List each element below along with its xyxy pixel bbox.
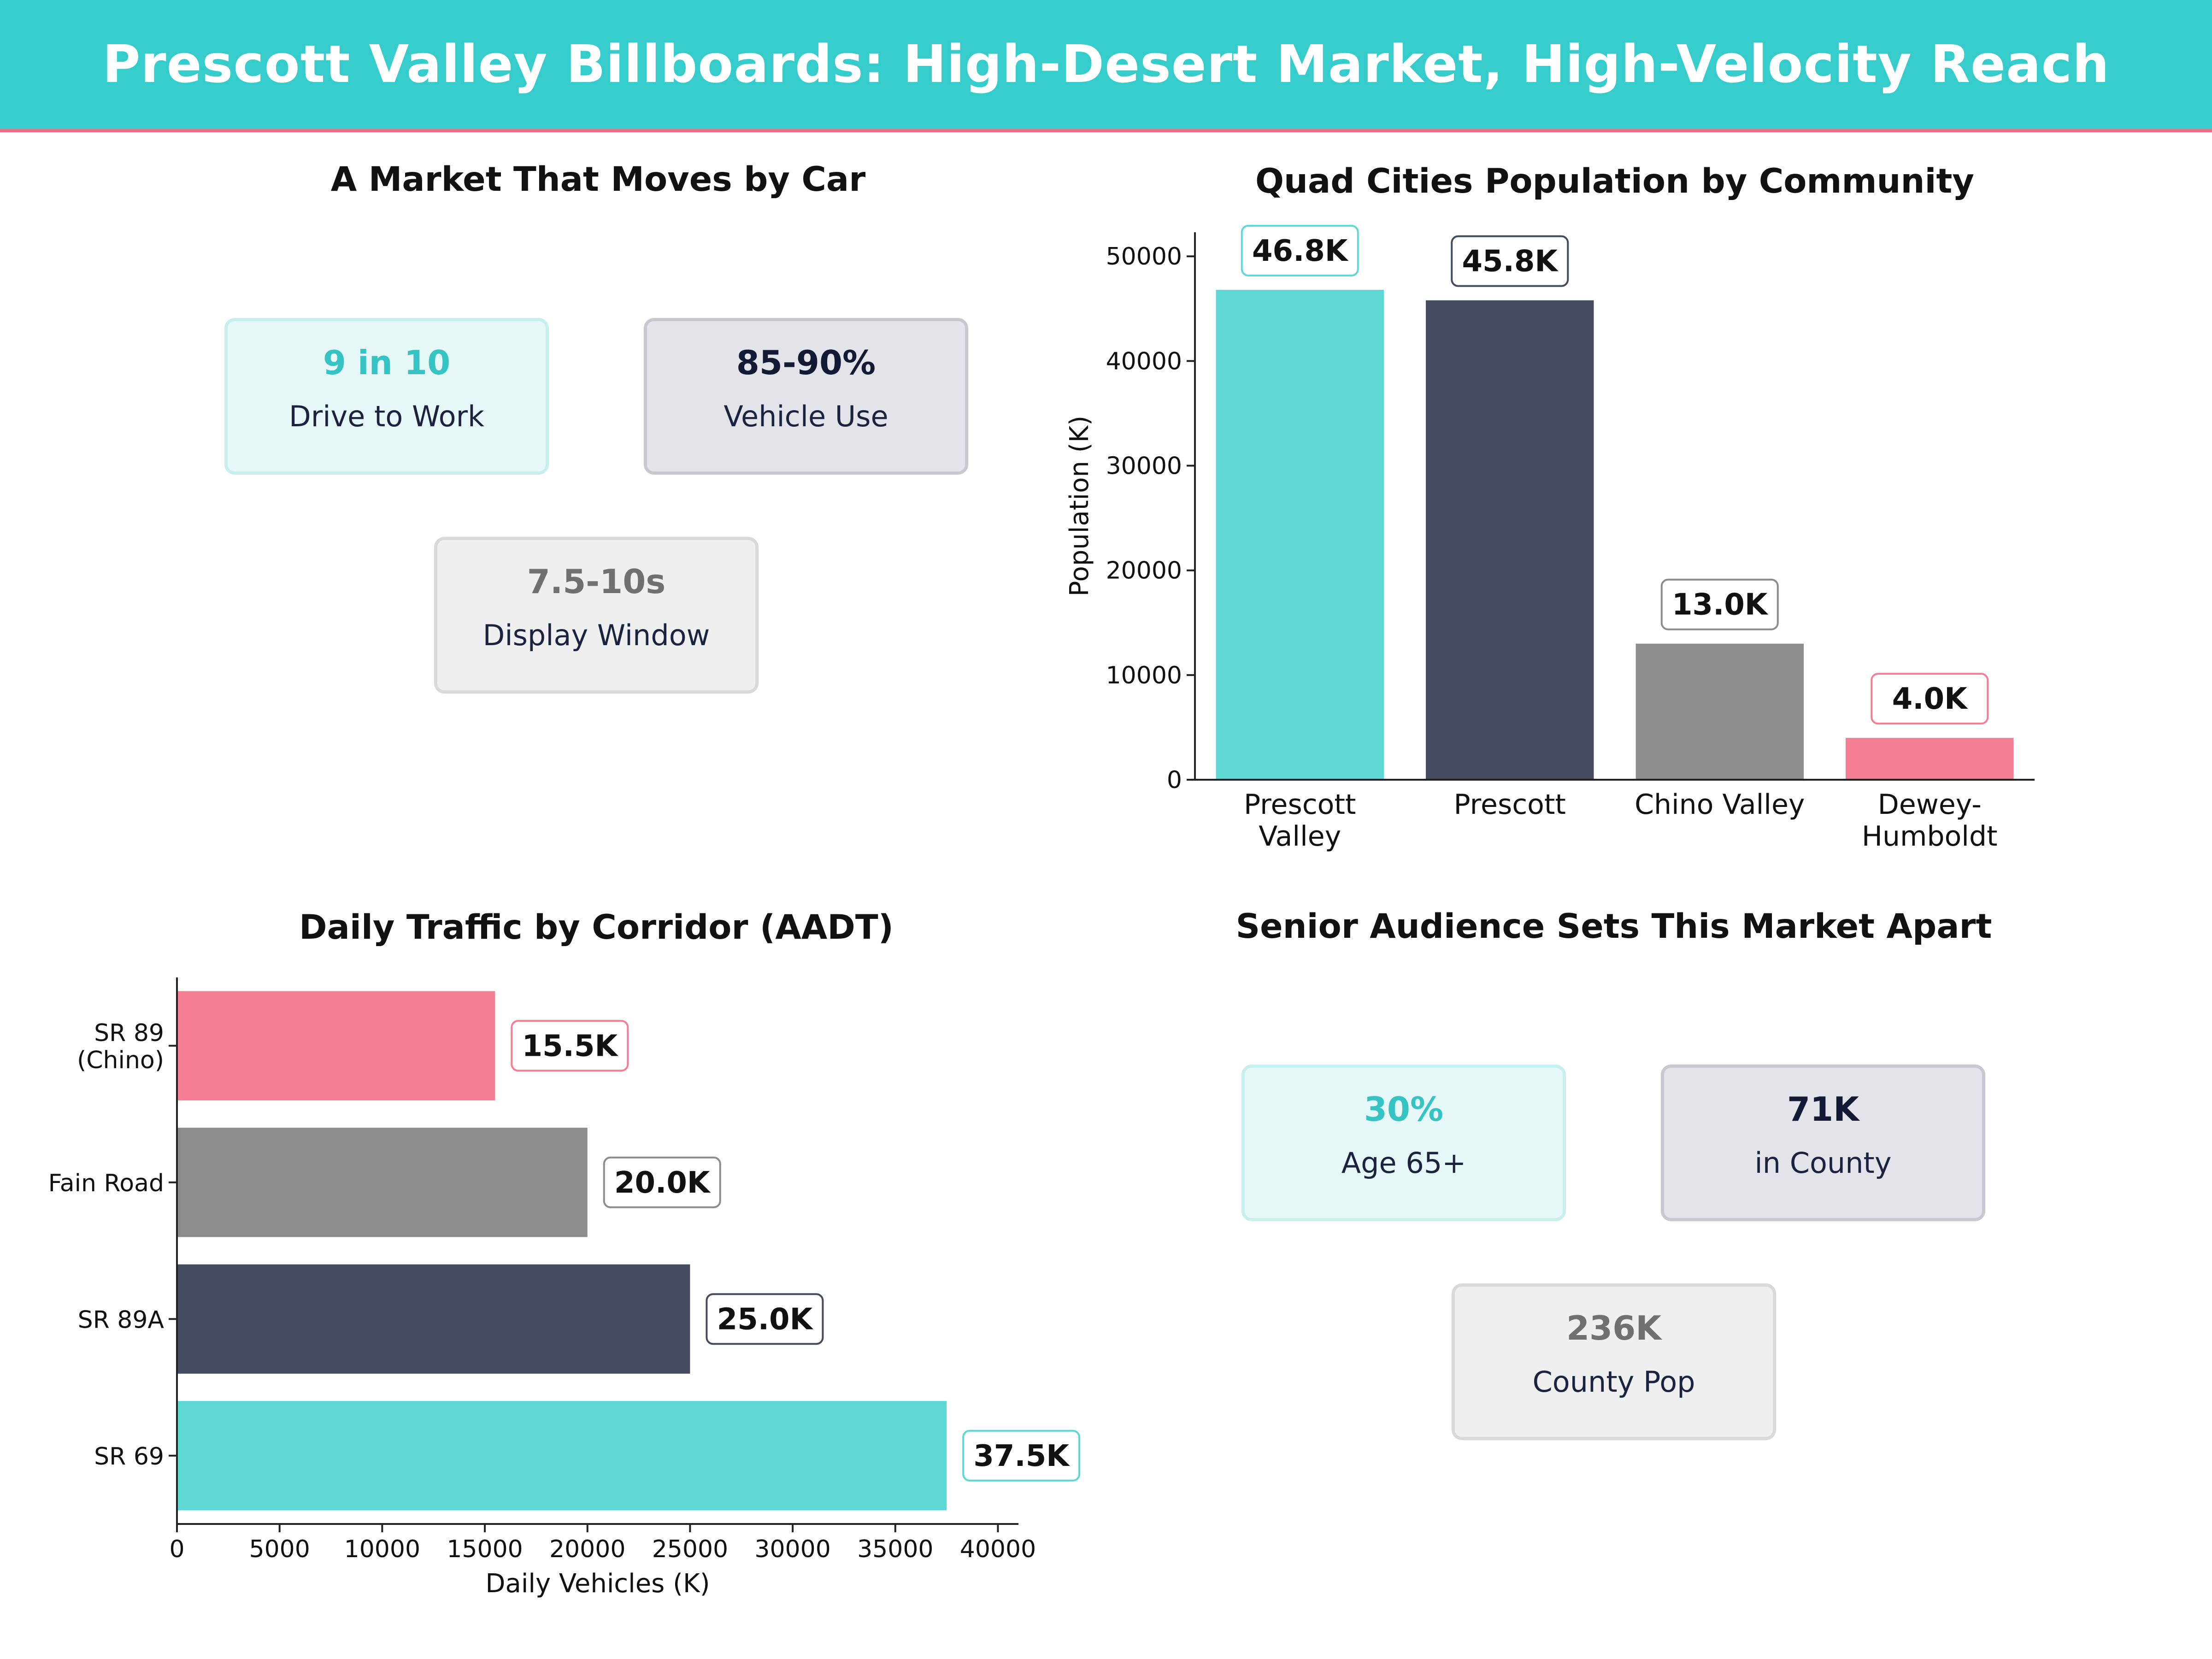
population-x-tick-label: Dewey- — [1878, 788, 1982, 821]
traffic-y-tick-label: Fain Road — [48, 1170, 164, 1197]
traffic-x-tick-label: 0 — [169, 1535, 184, 1563]
kpi-value: 7.5-10s — [527, 562, 666, 601]
population-y-axis-label: Population (K) — [1065, 416, 1094, 596]
kpi-card-in-county: 71K in County — [1661, 1065, 1985, 1221]
traffic-data-label-box — [603, 1156, 721, 1208]
population-data-label: 46.8K — [1252, 234, 1349, 268]
traffic-bar — [177, 991, 495, 1100]
traffic-y-tick-label: (Chino) — [77, 1047, 164, 1074]
traffic-data-label: 25.0K — [717, 1302, 814, 1336]
population-y-tick-label: 10000 — [1106, 662, 1182, 689]
kpi-value: 30% — [1364, 1090, 1444, 1129]
traffic-data-label-box — [706, 1293, 824, 1345]
population-chart-title: Quad Cities Population by Community — [1255, 162, 1974, 201]
kpi-label: Vehicle Use — [724, 400, 888, 433]
population-bar — [1216, 289, 1384, 780]
header-banner: Prescott Valley Billboards: High-Desert … — [0, 0, 2212, 132]
traffic-data-label: 15.5K — [522, 1029, 619, 1063]
kpi-card-drive-to-work: 9 in 10 Drive to Work — [224, 318, 549, 475]
population-data-label-box — [1871, 673, 1989, 725]
market-panel-title: A Market That Moves by Car — [330, 160, 866, 199]
traffic-x-tick-label: 10000 — [344, 1535, 420, 1563]
traffic-bar — [177, 1128, 588, 1237]
traffic-x-tick-label: 30000 — [754, 1535, 830, 1563]
traffic-x-tick-label: 35000 — [857, 1535, 933, 1563]
traffic-y-tick-label: SR 89A — [78, 1306, 165, 1334]
kpi-label: Display Window — [482, 618, 710, 652]
population-x-tick-label: Prescott — [1454, 788, 1566, 821]
traffic-x-tick-label: 15000 — [447, 1535, 523, 1563]
traffic-chart-title: Daily Traffic by Corridor (AADT) — [299, 908, 894, 947]
population-data-label-box — [1241, 224, 1359, 276]
kpi-value: 71K — [1787, 1090, 1859, 1129]
population-y-tick-label: 50000 — [1106, 243, 1182, 271]
senior-panel-title: Senior Audience Sets This Market Apart — [1235, 907, 1992, 946]
population-y-tick-label: 20000 — [1106, 557, 1182, 585]
kpi-card-age-65: 30% Age 65+ — [1241, 1065, 1566, 1221]
population-x-tick-label: Humboldt — [1862, 820, 1998, 853]
population-y-tick-label: 30000 — [1106, 453, 1182, 480]
population-data-label: 4.0K — [1892, 682, 1968, 716]
kpi-label: Drive to Work — [289, 400, 484, 433]
kpi-card-display-window: 7.5-10s Display Window — [434, 537, 759, 694]
traffic-data-label-box — [511, 1020, 629, 1072]
population-bar — [1846, 738, 2014, 780]
traffic-data-label-box — [962, 1430, 1081, 1482]
population-y-tick-label: 0 — [1167, 766, 1182, 794]
population-data-label: 45.8K — [1462, 245, 1559, 279]
population-bar — [1635, 643, 1804, 780]
population-y-tick-label: 40000 — [1106, 347, 1182, 375]
page-title: Prescott Valley Billboards: High-Desert … — [102, 35, 2110, 94]
traffic-y-tick-label: SR 89 — [94, 1019, 164, 1047]
traffic-x-tick-label: 25000 — [652, 1535, 728, 1563]
traffic-data-label: 37.5K — [973, 1439, 1070, 1473]
traffic-x-axis-label: Daily Vehicles (K) — [485, 1569, 710, 1599]
population-data-label-box — [1660, 578, 1779, 630]
kpi-label: Age 65+ — [1341, 1146, 1466, 1180]
kpi-value: 236K — [1566, 1309, 1662, 1347]
kpi-label: County Pop — [1532, 1365, 1695, 1399]
population-bar — [1426, 300, 1594, 780]
kpi-value: 85-90% — [736, 343, 876, 382]
kpi-value: 9 in 10 — [323, 343, 451, 382]
kpi-card-county-pop: 236K County Pop — [1452, 1283, 1776, 1440]
kpi-label: in County — [1754, 1146, 1892, 1180]
traffic-x-tick-label: 20000 — [549, 1535, 625, 1563]
traffic-bar — [177, 1401, 947, 1511]
population-data-label: 13.0K — [1672, 588, 1769, 622]
population-data-label-box — [1451, 235, 1569, 287]
population-x-tick-label: Valley — [1259, 820, 1341, 853]
kpi-card-vehicle-use: 85-90% Vehicle Use — [644, 318, 968, 475]
population-x-tick-label: Prescott — [1244, 788, 1356, 821]
traffic-bar — [177, 1264, 690, 1374]
population-x-tick-label: Chino Valley — [1635, 788, 1805, 821]
traffic-y-tick-label: SR 69 — [94, 1443, 164, 1471]
traffic-data-label: 20.0K — [614, 1166, 711, 1200]
traffic-x-tick-label: 5000 — [249, 1535, 310, 1563]
traffic-x-tick-label: 40000 — [960, 1535, 1036, 1563]
